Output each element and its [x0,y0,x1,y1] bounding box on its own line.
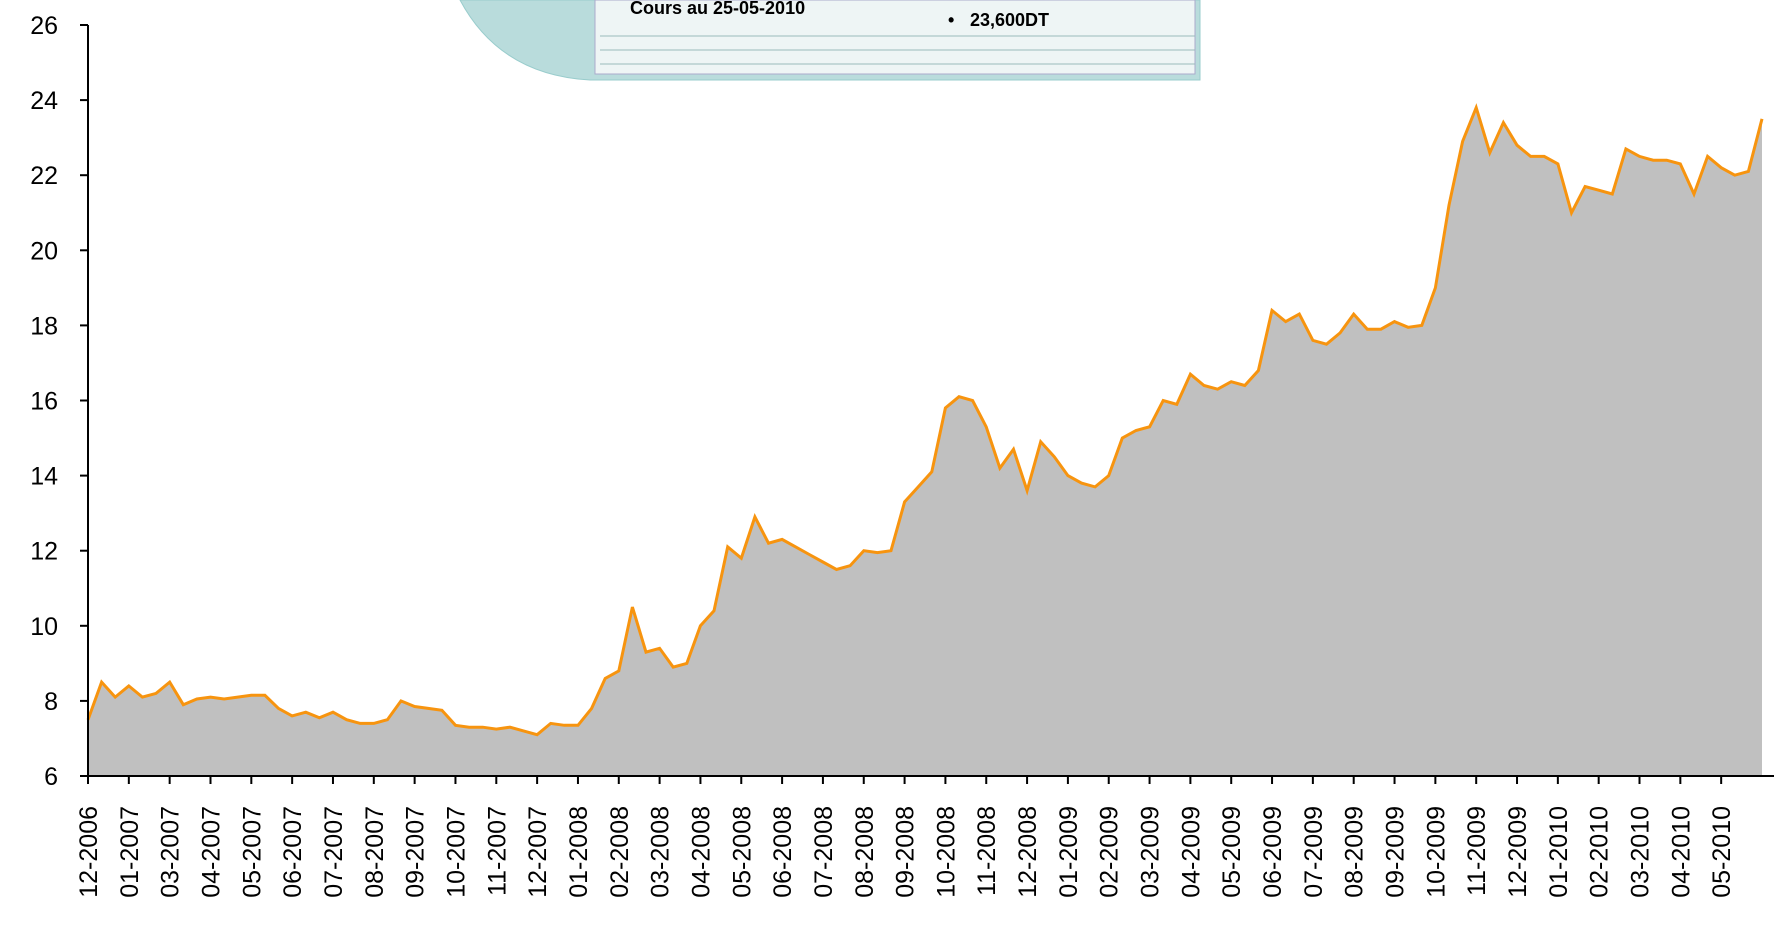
y-tick-label: 22 [30,162,58,190]
x-tick-label: 03-2008 [647,806,675,898]
x-tick-label: 01-2009 [1055,806,1083,898]
x-tick-label: 09-2007 [402,806,430,898]
x-tick-label: 10-2007 [442,806,470,898]
line [86,103,1764,737]
y-tick-label: 14 [30,463,58,491]
x-tick-label: 05-2008 [728,806,756,898]
x-tick-label: 04-2010 [1667,806,1695,898]
x-tick-label: 02-2010 [1586,806,1614,898]
x-tick-label: 08-2008 [851,806,879,898]
y-tick-label: 18 [30,312,58,340]
x-tick-label: 10-2009 [1422,806,1450,898]
x-tick-label: 12-2008 [1014,806,1042,898]
x-tick-label: 03-2010 [1627,806,1655,898]
y-tick-label: 10 [30,613,58,641]
x-tick-label: 07-2008 [810,806,838,898]
y-tick-label: 12 [30,538,58,566]
annotation-box: Cours au 25-05-2010 • 23,600DT [459,0,1201,81]
x-tick-label: 04-2007 [197,806,225,898]
x-tick-label: 12-2009 [1504,806,1532,898]
x-tick-label: 07-2009 [1300,806,1328,898]
annotation-title: Cours au 25-05-2010 [630,0,805,18]
x-tick-label: 07-2007 [320,806,348,898]
x-tick-label: 05-2007 [238,806,266,898]
x-tick-label: 11-2009 [1463,806,1491,896]
x-tick-label: 08-2009 [1341,806,1369,898]
x-tick-label: 11-2007 [483,806,511,896]
x-tick-label: 02-2009 [1096,806,1124,898]
x-tick-label: 06-2007 [279,806,307,898]
x-tick-label: 04-2009 [1177,806,1205,898]
y-tick-label: 20 [30,237,58,265]
x-tick-label: 06-2009 [1259,806,1287,898]
x-tick-label: 09-2008 [892,806,920,898]
annotation-value: 23,600DT [970,10,1049,30]
x-tick-label: 01-2007 [116,806,144,898]
area [88,107,1762,777]
y-tick-label: 6 [44,763,58,791]
x-tick-label: 03-2007 [157,806,185,898]
box-panel [594,0,1196,75]
x-tick-label: 08-2007 [361,806,389,898]
x-tick-label: 12-2006 [75,806,103,898]
y-tick-label: 16 [30,388,58,416]
y-tick-label: 26 [30,12,58,40]
x-tick-label: 03-2009 [1137,806,1165,898]
x-tick-label: 04-2008 [687,806,715,898]
x-tick-label: 09-2009 [1382,806,1410,898]
x-tick-label: 06-2008 [769,806,797,898]
x-tick-label: 12-2007 [524,806,552,898]
x-tick-label: 10-2008 [932,806,960,898]
plot [86,103,1764,777]
x-tick-label: 05-2009 [1218,806,1246,898]
y-tick-label: 8 [44,688,58,716]
x-tick-label: 11-2008 [973,806,1001,896]
x-tick-label: 01-2010 [1545,806,1573,898]
x-tick-label: 05-2010 [1708,806,1736,898]
x-tick-label: 02-2008 [606,806,634,898]
annotation-bullet: • [948,10,954,30]
x-tick-label: 01-2008 [565,806,593,898]
y-tick-label: 24 [30,87,58,115]
